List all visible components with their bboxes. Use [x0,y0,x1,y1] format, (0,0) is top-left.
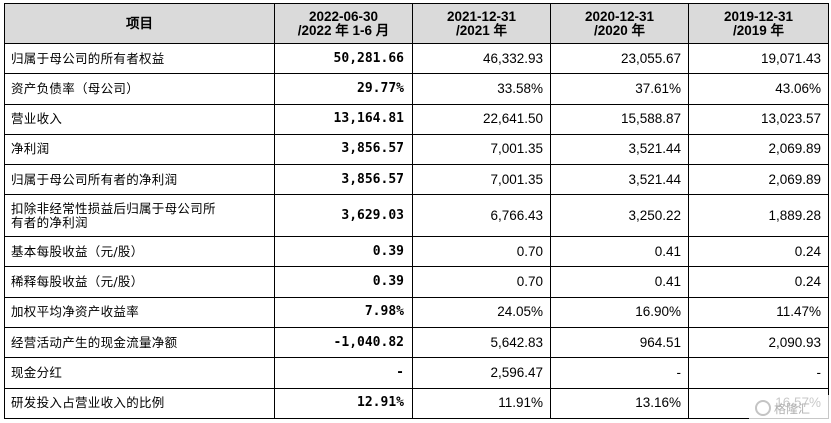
cell-2021: 6,766.43 [412,194,551,238]
table-row: 现金分红 - 2,596.47 - - [4,357,829,389]
cell-2021: 2,596.47 [412,357,551,389]
cell-2022: 50,281.66 [274,42,413,75]
cell-2019: 43.06% [688,73,829,105]
table-row: 营业收入 13,164.81 22,641.50 15,588.87 13,02… [4,103,829,135]
cell-2020: 3,521.44 [550,133,689,166]
header-col-2022: 2022-06-30/2022 年 1-6 月 [274,3,413,44]
cell-2019: 2,069.89 [688,164,829,196]
row-label-line1: 扣除非经常性损益后归属于母公司所 [11,200,216,216]
row-label: 营业收入 [4,103,275,135]
cell-2021: 33.58% [412,73,551,105]
table-row: 加权平均净资产收益率 7.98% 24.05% 16.90% 11.47% [4,296,829,329]
cell-2020: 23,055.67 [550,42,689,75]
cell-2022: 3,856.57 [274,164,413,196]
cell-2021: 0.70 [412,236,551,268]
row-label: 归属于母公司所有者的净利润 [4,164,275,196]
row-label: 基本每股收益（元/股） [4,236,275,268]
row-label: 归属于母公司的所有者权益 [4,42,275,75]
watermark-text: 格隆汇 [774,401,811,416]
header-row: 项目 2022-06-30/2022 年 1-6 月 2021-12-31/20… [4,3,829,44]
row-label: 扣除非经常性损益后归属于母公司所 有者的净利润 [4,194,275,238]
table-row: 资产负债率（母公司） 29.77% 33.58% 37.61% 43.06% [4,73,829,105]
row-label: 资产负债率（母公司） [4,73,275,105]
table-row: 研发投入占营业收入的比例 12.91% 11.91% 13.16% 16.57% [4,387,829,420]
row-label: 现金分红 [4,357,275,389]
row-label: 研发投入占营业收入的比例 [4,387,275,420]
header-col-2020: 2020-12-31/2020 年 [550,3,689,44]
cell-2021: 24.05% [412,296,551,329]
cell-2022: 0.39 [274,236,413,268]
watermark-logo-icon [755,400,771,416]
cell-2020: 13.16% [550,387,689,420]
cell-2022: 3,856.57 [274,133,413,166]
header-col-2021: 2021-12-31/2021 年 [412,3,551,44]
cell-2020: 37.61% [550,73,689,105]
table-row: 经营活动产生的现金流量净额 -1,040.82 5,642.83 964.51 … [4,327,829,359]
cell-2022: 12.91% [274,387,413,420]
cell-2022: 13,164.81 [274,103,413,135]
cell-2021: 7,001.35 [412,133,551,166]
row-label: 经营活动产生的现金流量净额 [4,327,275,359]
cell-2020: 16.90% [550,296,689,329]
table-row: 净利润 3,856.57 7,001.35 3,521.44 2,069.89 [4,133,829,166]
cell-2021: 0.70 [412,266,551,298]
cell-2020: 15,588.87 [550,103,689,135]
cell-2020: 0.41 [550,236,689,268]
cell-2022: 7.98% [274,296,413,329]
cell-2019: 1,889.28 [688,194,829,238]
cell-2019: - [688,357,829,389]
watermark: 格隆汇 [749,395,829,421]
table-row: 稀释每股收益（元/股） 0.39 0.70 0.41 0.24 [4,266,829,298]
table-row: 归属于母公司的所有者权益 50,281.66 46,332.93 23,055.… [4,42,829,75]
header-col-2019: 2019-12-31/2019 年 [688,3,829,44]
cell-2019: 2,090.93 [688,327,829,359]
cell-2022: 29.77% [274,73,413,105]
cell-2019: 2,069.89 [688,133,829,166]
table-row: 基本每股收益（元/股） 0.39 0.70 0.41 0.24 [4,236,829,268]
cell-2021: 11.91% [412,387,551,420]
row-label: 加权平均净资产收益率 [4,296,275,329]
cell-2019: 13,023.57 [688,103,829,135]
row-label: 稀释每股收益（元/股） [4,266,275,298]
cell-2020: - [550,357,689,389]
cell-2020: 3,521.44 [550,164,689,196]
cell-2021: 5,642.83 [412,327,551,359]
cell-2021: 46,332.93 [412,42,551,75]
header-item: 项目 [4,3,275,44]
cell-2022: -1,040.82 [274,327,413,359]
cell-2020: 964.51 [550,327,689,359]
cell-2019: 0.24 [688,236,829,268]
financial-summary-table: 项目 2022-06-30/2022 年 1-6 月 2021-12-31/20… [4,3,829,420]
cell-2022: - [274,357,413,389]
cell-2019: 19,071.43 [688,42,829,75]
cell-2019: 0.24 [688,266,829,298]
row-label-line2: 有者的净利润 [11,214,88,230]
cell-2021: 22,641.50 [412,103,551,135]
cell-2022: 0.39 [274,266,413,298]
cell-2020: 0.41 [550,266,689,298]
cell-2022: 3,629.03 [274,194,413,238]
cell-2021: 7,001.35 [412,164,551,196]
table-row: 归属于母公司所有者的净利润 3,856.57 7,001.35 3,521.44… [4,164,829,196]
cell-2020: 3,250.22 [550,194,689,238]
row-label: 净利润 [4,133,275,166]
table-row: 扣除非经常性损益后归属于母公司所 有者的净利润 3,629.03 6,766.43… [4,194,829,238]
cell-2019: 11.47% [688,296,829,329]
